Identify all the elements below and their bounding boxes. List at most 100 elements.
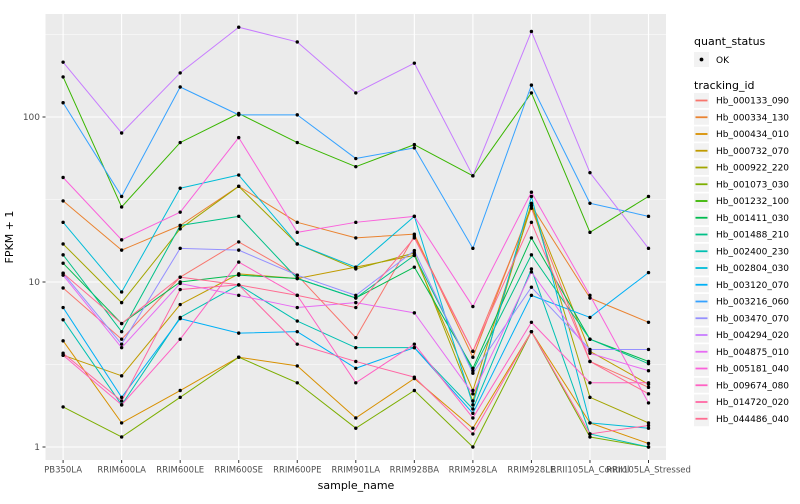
legend-item-label: Hb_001411_030 — [716, 214, 789, 224]
legend-item-label: Hb_001488_210 — [716, 231, 789, 241]
data-point — [412, 388, 417, 393]
data-point — [178, 85, 182, 89]
data-point — [412, 232, 417, 236]
data-point — [178, 186, 182, 190]
data-point — [119, 205, 124, 209]
data-point — [354, 296, 358, 300]
data-point — [471, 369, 475, 373]
data-point — [646, 270, 651, 275]
data-point — [471, 304, 475, 309]
data-point — [646, 421, 651, 425]
data-point — [412, 214, 417, 219]
data-point — [471, 416, 475, 420]
data-point — [471, 426, 475, 430]
data-point — [61, 339, 65, 343]
data-point — [471, 403, 475, 407]
data-point — [646, 385, 651, 390]
data-point — [354, 426, 358, 430]
legend-item-label: Hb_000434_010 — [716, 130, 789, 140]
legend-item-label: Hb_009674_080 — [716, 381, 789, 391]
data-point — [178, 275, 182, 279]
data-point — [61, 175, 65, 180]
data-point — [588, 359, 592, 364]
data-point — [178, 316, 182, 321]
data-point — [237, 135, 241, 140]
data-point — [119, 131, 124, 135]
data-point — [471, 246, 475, 251]
data-point — [354, 381, 358, 385]
data-point — [119, 300, 124, 305]
data-point — [178, 246, 182, 251]
data-point — [237, 113, 241, 117]
legend-item-label: Hb_044486_040 — [716, 415, 789, 425]
data-point — [119, 345, 124, 350]
data-point — [354, 305, 358, 310]
data-point — [178, 302, 182, 307]
data-point — [646, 214, 651, 219]
x-tick-label: RRII105LA_Stressed — [606, 466, 691, 476]
data-point — [529, 220, 534, 225]
data-point — [295, 113, 299, 117]
data-point — [471, 432, 475, 436]
data-point — [529, 329, 534, 334]
legend-item: Hb_000922_220 — [694, 160, 789, 175]
data-point — [529, 206, 534, 210]
data-point — [588, 435, 592, 439]
data-point — [471, 399, 475, 403]
data-point — [119, 421, 124, 425]
data-point — [61, 305, 65, 310]
data-point — [412, 146, 417, 150]
data-point — [119, 403, 124, 407]
data-point — [646, 381, 651, 385]
data-points — [61, 25, 651, 449]
legend-item-label: Hb_004875_010 — [716, 348, 789, 358]
data-point — [237, 25, 241, 29]
legend-item-label: Hb_000133_090 — [716, 97, 789, 107]
data-point — [471, 445, 475, 449]
data-point — [237, 293, 241, 298]
data-point — [61, 271, 65, 275]
legend-item: Hb_003470_070 — [694, 310, 789, 326]
legend-item-label: Hb_001232_100 — [716, 197, 789, 207]
legend-item: Hb_004294_020 — [694, 327, 789, 343]
data-point — [119, 395, 124, 400]
data-point — [178, 287, 182, 292]
legend-item: Hb_000732_070 — [694, 143, 789, 159]
data-point — [237, 331, 241, 335]
legend-item-label: Hb_002804_030 — [716, 264, 789, 274]
y-tick-label: 10 — [29, 278, 41, 288]
data-point — [646, 401, 651, 405]
data-point — [588, 351, 592, 355]
legend-item: Hb_001488_210 — [694, 227, 789, 242]
data-point — [412, 345, 417, 350]
data-point — [471, 388, 475, 393]
data-point — [237, 355, 241, 359]
data-point — [178, 281, 182, 286]
data-point — [588, 421, 592, 425]
data-point — [646, 423, 651, 428]
data-point — [119, 374, 124, 378]
data-point — [354, 335, 358, 340]
data-point — [295, 273, 299, 277]
x-tick-label: RRIM928LE — [507, 466, 555, 476]
data-point — [588, 337, 592, 341]
legend-item-label: Hb_000732_070 — [716, 147, 789, 157]
data-point — [646, 347, 651, 352]
legend-item: Hb_001232_100 — [694, 193, 789, 209]
data-point — [295, 319, 299, 323]
data-point — [529, 236, 534, 240]
legend-label-ok: OK — [716, 56, 730, 66]
legend-item: Hb_000133_090 — [694, 93, 789, 108]
data-point — [178, 388, 182, 393]
data-point — [354, 345, 358, 350]
data-point — [354, 359, 358, 364]
data-point — [529, 29, 534, 34]
data-point — [588, 347, 592, 352]
data-point — [588, 293, 592, 298]
data-point — [529, 285, 534, 289]
data-point — [61, 101, 65, 105]
data-point — [119, 290, 124, 294]
data-point — [354, 236, 358, 240]
legend-item: Hb_000334_130 — [694, 109, 789, 125]
